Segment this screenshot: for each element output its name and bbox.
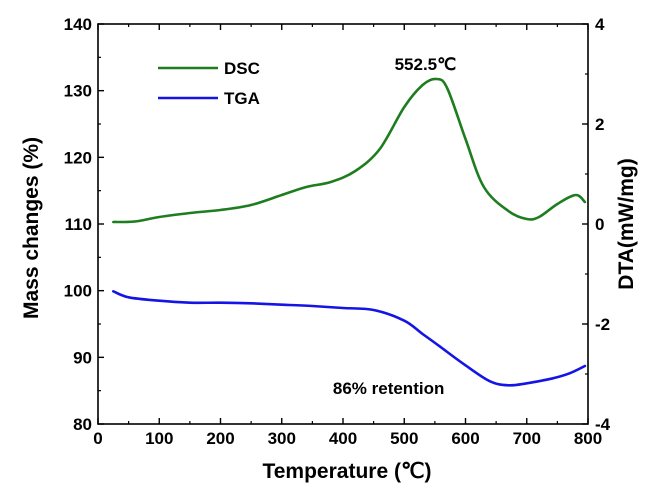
x-axis-title: Temperature (℃) bbox=[262, 460, 431, 483]
series-dsc-line bbox=[112, 77, 587, 224]
series-tga-line bbox=[112, 290, 587, 387]
y-left-tick-label: 100 bbox=[64, 282, 92, 301]
x-tick-label: 600 bbox=[451, 429, 479, 448]
x-tick-label: 700 bbox=[513, 429, 541, 448]
x-tick-label: 300 bbox=[268, 429, 296, 448]
peak-annotation: 552.5℃ bbox=[395, 55, 457, 74]
x-tick-label: 200 bbox=[206, 429, 234, 448]
y-left-tick-label: 110 bbox=[65, 215, 92, 234]
legend-label-dsc: DSC bbox=[224, 59, 260, 78]
y-right-tick-label: -2 bbox=[595, 315, 610, 334]
legend-label-tga: TGA bbox=[224, 89, 260, 108]
y-left-tick-label: 130 bbox=[64, 82, 92, 101]
x-tick-label: 400 bbox=[329, 429, 357, 448]
y-right-tick-label: -4 bbox=[595, 415, 611, 434]
y-left-tick-label: 90 bbox=[73, 348, 92, 367]
y-left-tick-label: 120 bbox=[64, 148, 92, 167]
y-left-tick-label: 140 bbox=[64, 15, 92, 34]
x-tick-label: 800 bbox=[574, 429, 602, 448]
y-right-tick-label: 2 bbox=[595, 115, 604, 134]
y-left-axis-title: Mass changes (%) bbox=[20, 137, 43, 319]
retention-annotation: 86% retention bbox=[333, 379, 444, 398]
x-tick-label: 0 bbox=[93, 429, 102, 448]
x-tick-label: 100 bbox=[145, 429, 173, 448]
y-left-tick-label: 80 bbox=[73, 415, 92, 434]
y-right-tick-label: 4 bbox=[595, 15, 605, 34]
y-right-tick-label: 0 bbox=[595, 215, 604, 234]
plot-frame bbox=[97, 23, 589, 425]
y-right-axis-title: DTA(mW/mg) bbox=[615, 158, 638, 289]
x-tick-label: 500 bbox=[390, 429, 418, 448]
